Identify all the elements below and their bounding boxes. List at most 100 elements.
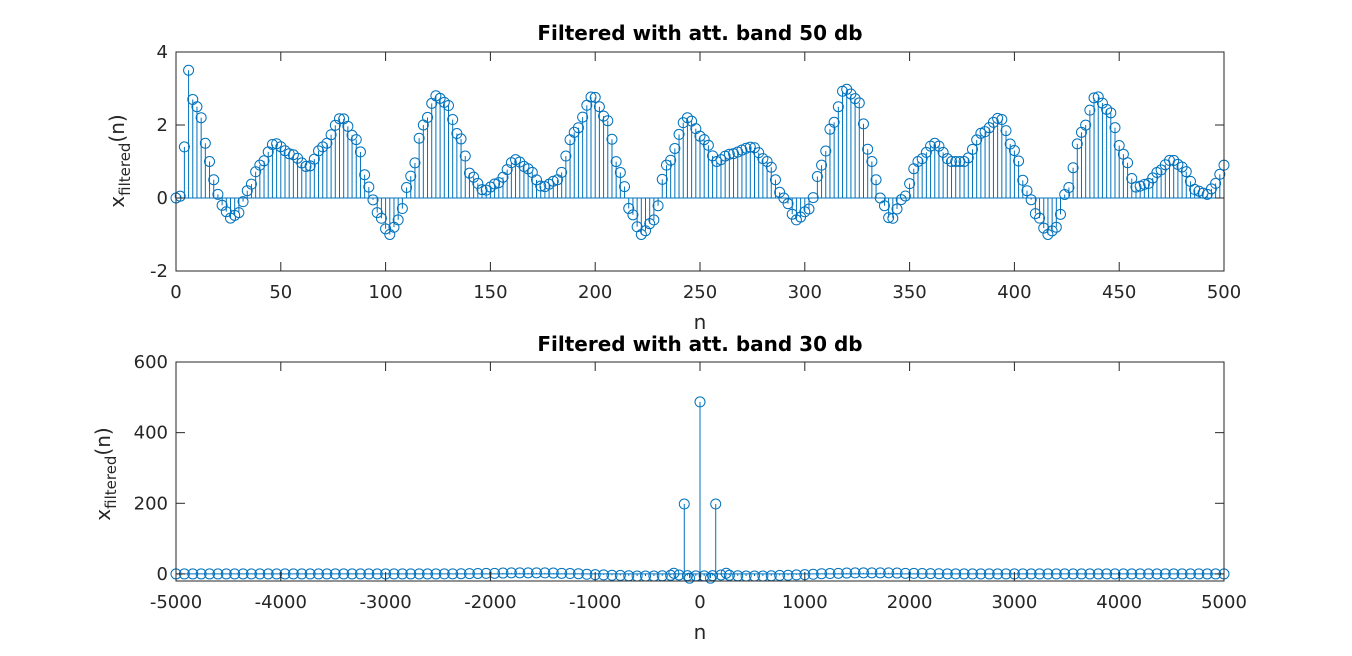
top-marker xyxy=(786,208,798,220)
top-marker xyxy=(996,114,1008,126)
bottom-marker xyxy=(606,569,618,581)
top-marker xyxy=(313,145,325,157)
top-marker xyxy=(673,128,685,140)
bottom-marker xyxy=(1084,568,1096,580)
bottom-marker xyxy=(1075,568,1087,580)
top-marker xyxy=(522,163,534,175)
top-marker xyxy=(816,159,828,171)
top-marker xyxy=(468,171,480,183)
top-marker xyxy=(1013,155,1025,167)
top-marker xyxy=(283,148,295,160)
top-marker xyxy=(669,142,681,154)
bottom-marker xyxy=(463,568,475,580)
bottom-marker xyxy=(1034,568,1046,580)
bottom-marker xyxy=(581,568,593,580)
top-marker xyxy=(325,129,337,141)
top-marker xyxy=(442,100,454,112)
bottom-marker xyxy=(321,568,333,580)
bottom-marker xyxy=(883,567,895,579)
top-marker xyxy=(556,166,568,178)
top-y-tick-label: 0 xyxy=(157,188,168,209)
bottom-marker xyxy=(816,568,828,580)
top-x-tick-label: 500 xyxy=(1207,282,1241,303)
top-marker xyxy=(1113,140,1125,152)
bottom-marker xyxy=(824,568,836,580)
bottom-marker xyxy=(841,567,853,579)
bottom-axes-box xyxy=(175,361,1225,582)
top-x-tick-label: 200 xyxy=(578,282,612,303)
bottom-marker xyxy=(774,569,786,581)
bottom-marker xyxy=(782,569,794,581)
top-marker xyxy=(409,157,421,169)
top-marker xyxy=(371,207,383,219)
top-marker xyxy=(1147,172,1159,184)
top-marker xyxy=(535,180,547,192)
bottom-y-label-base: x xyxy=(91,509,115,521)
bottom-marker xyxy=(354,568,366,580)
bottom-marker xyxy=(497,567,509,579)
top-x-tick-label: 300 xyxy=(788,282,822,303)
top-marker xyxy=(531,174,543,186)
top-marker xyxy=(665,154,677,166)
top-marker xyxy=(1096,97,1108,109)
bottom-marker xyxy=(715,569,727,581)
top-marker xyxy=(883,212,895,224)
top-marker xyxy=(245,178,257,190)
bottom-marker xyxy=(1017,568,1029,580)
bottom-marker xyxy=(1117,568,1129,580)
bottom-marker xyxy=(992,568,1004,580)
bottom-marker xyxy=(790,569,802,581)
top-marker xyxy=(828,116,840,128)
bottom-x-tick-label: 3000 xyxy=(991,592,1037,613)
top-marker xyxy=(811,171,823,183)
bottom-marker xyxy=(1042,568,1054,580)
top-marker xyxy=(635,229,647,240)
bottom-marker xyxy=(363,568,375,580)
bottom-marker xyxy=(187,568,199,580)
bottom-markers xyxy=(170,396,1230,584)
top-marker xyxy=(774,186,786,198)
bottom-marker xyxy=(720,567,732,579)
top-marker xyxy=(1130,181,1142,193)
bottom-axes: -5000 -4000 -3000 -2000 -1000 0 1000 2000 3000 40… xyxy=(91,332,1247,644)
top-marker xyxy=(300,160,312,172)
top-marker xyxy=(681,112,693,124)
bottom-chart-title: Filtered with att. band 30 db xyxy=(537,332,862,356)
top-marker xyxy=(589,91,601,103)
top-marker xyxy=(644,218,656,230)
bottom-marker xyxy=(279,568,291,580)
top-marker xyxy=(585,91,597,103)
top-marker xyxy=(904,178,916,190)
top-marker xyxy=(1143,177,1155,189)
top-marker xyxy=(434,92,446,104)
top-marker xyxy=(782,198,794,210)
bottom-x-tick-label: 0 xyxy=(694,592,705,613)
bottom-marker xyxy=(891,567,903,579)
top-marker xyxy=(178,141,190,153)
bottom-marker xyxy=(1092,568,1104,580)
bottom-marker xyxy=(229,568,241,580)
bottom-marker xyxy=(916,567,928,579)
bottom-marker xyxy=(1000,568,1012,580)
top-marker xyxy=(317,141,329,153)
top-marker xyxy=(778,192,790,204)
bottom-x-tick-label: -3000 xyxy=(359,592,411,613)
bottom-marker xyxy=(941,568,953,580)
bottom-marker xyxy=(237,568,249,580)
top-marker xyxy=(363,181,375,193)
top-marker xyxy=(870,174,882,186)
bottom-marker xyxy=(1193,568,1205,580)
top-marker xyxy=(405,170,417,182)
bottom-marker xyxy=(1109,568,1121,580)
top-marker xyxy=(987,116,999,128)
top-marker xyxy=(958,156,970,167)
top-marker xyxy=(602,115,614,127)
bottom-y-label-subscript: filtered xyxy=(102,456,120,509)
bottom-marker xyxy=(866,567,878,579)
bottom-y-tick-label: 0 xyxy=(157,564,168,585)
top-marker xyxy=(489,178,501,190)
bottom-marker xyxy=(975,568,987,580)
bottom-marker xyxy=(1126,568,1138,580)
bottom-ticks: -5000 -4000 -3000 -2000 -1000 0 1000 2000 3000 40… xyxy=(134,352,1247,613)
bottom-marker xyxy=(455,568,467,580)
